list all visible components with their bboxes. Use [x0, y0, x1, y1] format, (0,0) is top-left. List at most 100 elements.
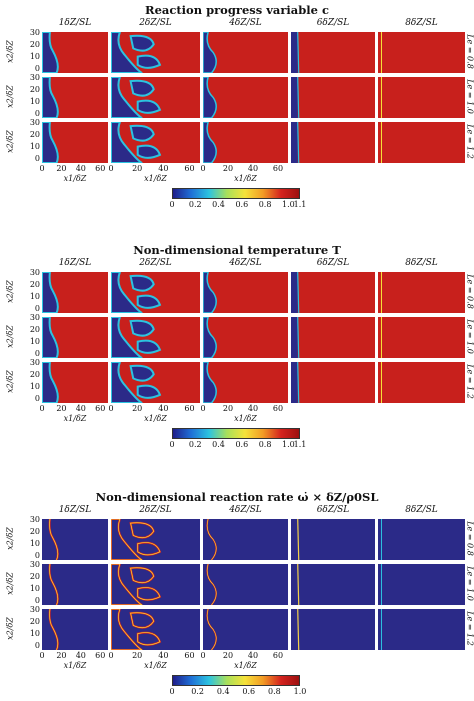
x-tick-label: 40	[247, 164, 259, 173]
y-tick-label: 30	[29, 73, 40, 82]
x-tick-label: 40	[75, 164, 86, 173]
colorbar-tick-label: 1.1	[293, 440, 307, 449]
contour-field	[378, 609, 465, 650]
contour-field	[291, 272, 375, 313]
contour-panel	[291, 317, 375, 358]
x-axis-label: x1/δZ	[234, 174, 257, 183]
contour-panel	[291, 609, 375, 650]
contour-field	[42, 564, 108, 605]
colorbar-tick-label: 0.4	[212, 440, 225, 449]
contour-field	[203, 609, 288, 650]
column-title: 6δZ/SL	[316, 258, 350, 268]
y-tick-label: 20	[29, 40, 40, 50]
contour-field	[203, 362, 288, 403]
contour-field	[42, 317, 108, 358]
contour-panel	[291, 32, 375, 73]
y-tick-label: 20	[29, 617, 40, 627]
y-tick-label: 20	[29, 280, 40, 290]
contour-panel	[203, 317, 288, 358]
contour-panel	[111, 564, 200, 605]
y-tick-label: 10	[29, 584, 40, 594]
y-tick-label: 0	[34, 596, 40, 606]
x-tick-label: 0	[108, 164, 114, 173]
contour-panel	[42, 122, 108, 163]
column-title: 1δZ/SL	[58, 18, 92, 28]
x-tick-label: 40	[247, 404, 259, 413]
contour-field	[42, 77, 108, 118]
y-tick-label: 20	[29, 370, 40, 380]
x-tick-label: 20	[56, 651, 67, 660]
colorbar-tick-label: 0.4	[216, 687, 230, 696]
colorbar-tick-label: 1.0	[281, 440, 295, 449]
column-title: 4δZ/SL	[229, 258, 262, 268]
contour-field	[42, 362, 108, 403]
y-tick-label: 10	[29, 629, 40, 639]
colorbar-tick-label: 0.2	[188, 440, 202, 449]
column-title: 8δZ/SL	[405, 18, 438, 28]
x-tick-label: 60	[95, 651, 106, 660]
x-tick-label: 20	[132, 651, 143, 660]
x-tick-label: 40	[247, 651, 259, 660]
figure-title-progress: Reaction progress variable c	[145, 3, 329, 17]
contour-panel	[203, 32, 288, 73]
y-tick-label: 0	[34, 641, 40, 651]
colorbar-tick-label: 0.6	[242, 687, 256, 696]
contour-panel	[42, 519, 108, 560]
column-title: 1δZ/SL	[58, 505, 92, 515]
contour-field	[203, 564, 288, 605]
colorbar-tick-label: 0.8	[258, 200, 272, 209]
contour-field	[111, 122, 200, 163]
contour-panel	[42, 609, 108, 650]
column-title: 1δZ/SL	[58, 258, 92, 268]
contour-panel	[378, 272, 465, 313]
y-tick-label: 0	[34, 64, 40, 74]
x-tick-label: 40	[158, 404, 169, 413]
x-tick-label: 0	[200, 404, 206, 413]
x-tick-label: 60	[95, 164, 106, 173]
x-tick-label: 20	[222, 164, 234, 173]
contour-field	[111, 519, 200, 560]
x-tick-label: 40	[158, 651, 169, 660]
contour-field	[291, 77, 375, 118]
contour-panel	[111, 77, 200, 118]
x-axis-label: x1/δZ	[63, 174, 87, 183]
x-tick-label: 0	[108, 651, 114, 660]
x-tick-label: 60	[184, 404, 195, 413]
x-tick-label: 40	[75, 651, 86, 660]
x-axis-label: x1/δZ	[234, 414, 257, 423]
x-tick-label: 60	[184, 651, 195, 660]
contour-field	[378, 317, 465, 358]
contour-field	[378, 564, 465, 605]
contour-field	[42, 609, 108, 650]
y-tick-label: 30	[29, 268, 40, 277]
contour-field	[291, 122, 375, 163]
y-tick-label: 10	[29, 52, 40, 62]
column-title: 4δZ/SL	[229, 505, 262, 515]
contour-field	[42, 519, 108, 560]
colorbar-tick-label: 0.4	[212, 200, 225, 209]
column-title: 6δZ/SL	[316, 505, 350, 515]
colorbar-tick-label: 0.6	[235, 200, 249, 209]
contour-panel	[291, 362, 375, 403]
colorbar	[172, 428, 300, 439]
y-tick-label: 20	[29, 325, 40, 335]
y-tick-label: 0	[34, 154, 40, 164]
x-tick-label: 0	[108, 404, 114, 413]
contour-panel	[111, 519, 200, 560]
contour-panel	[203, 77, 288, 118]
contour-panel	[291, 122, 375, 163]
colorbar-tick-label: 0.2	[188, 200, 202, 209]
y-tick-label: 20	[29, 130, 40, 140]
contour-field	[291, 609, 375, 650]
contour-panel	[203, 519, 288, 560]
y-tick-label: 0	[34, 394, 40, 404]
x-tick-label: 60	[272, 164, 284, 173]
y-tick-label: 10	[29, 539, 40, 549]
y-tick-label: 30	[29, 515, 40, 524]
contour-panel	[203, 564, 288, 605]
contour-field	[378, 32, 465, 73]
contour-field	[42, 122, 108, 163]
x-tick-label: 0	[39, 164, 45, 173]
contour-panel	[42, 77, 108, 118]
